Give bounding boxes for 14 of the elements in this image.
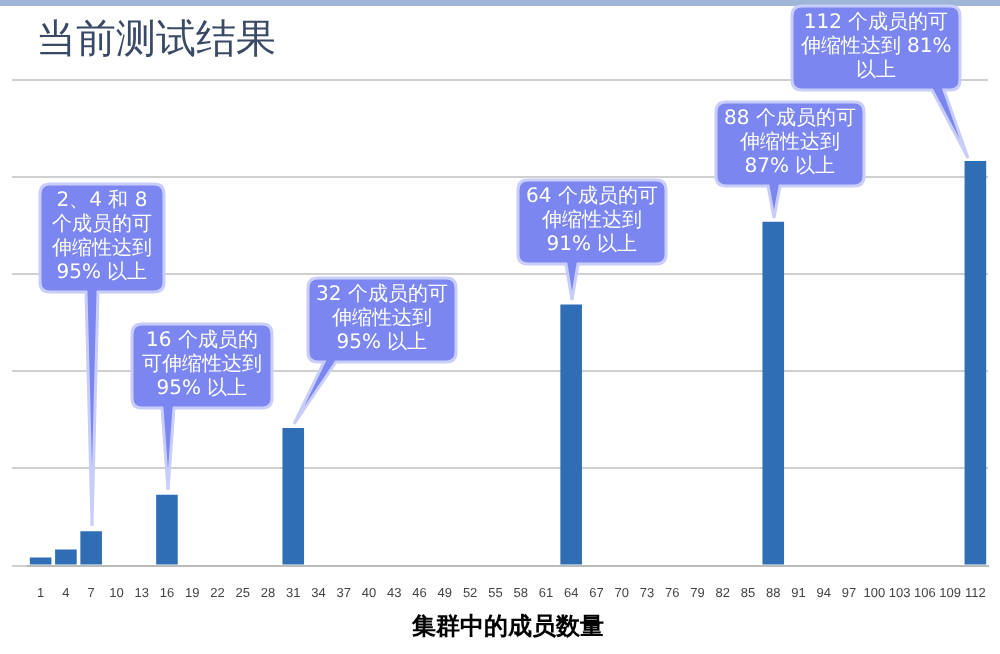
annotation: 64 个成员的可伸缩性达到 91% 以上 [524, 183, 660, 260]
bar [560, 304, 582, 565]
bar [964, 160, 987, 565]
annotation: 2、4 和 8 个成员的可伸缩性达到 95% 以上 [50, 187, 154, 288]
bar [282, 428, 305, 565]
annotation: 88 个成员的可伸缩性达到 87% 以上 [722, 105, 858, 182]
chart-title: 当前测试结果 [36, 12, 276, 66]
text: 112 个成员的可伸缩性达到 81% 以上 [798, 9, 954, 86]
bar [762, 221, 785, 565]
x-axis-title: 集群中的成员数量 [410, 612, 604, 641]
annotation: 32 个成员的可伸缩性达到 95% 以上 [314, 281, 450, 358]
bar [29, 557, 52, 565]
bar [156, 494, 178, 565]
annotation: 16 个成员的可伸缩性达到 95% 以上 [140, 327, 264, 404]
